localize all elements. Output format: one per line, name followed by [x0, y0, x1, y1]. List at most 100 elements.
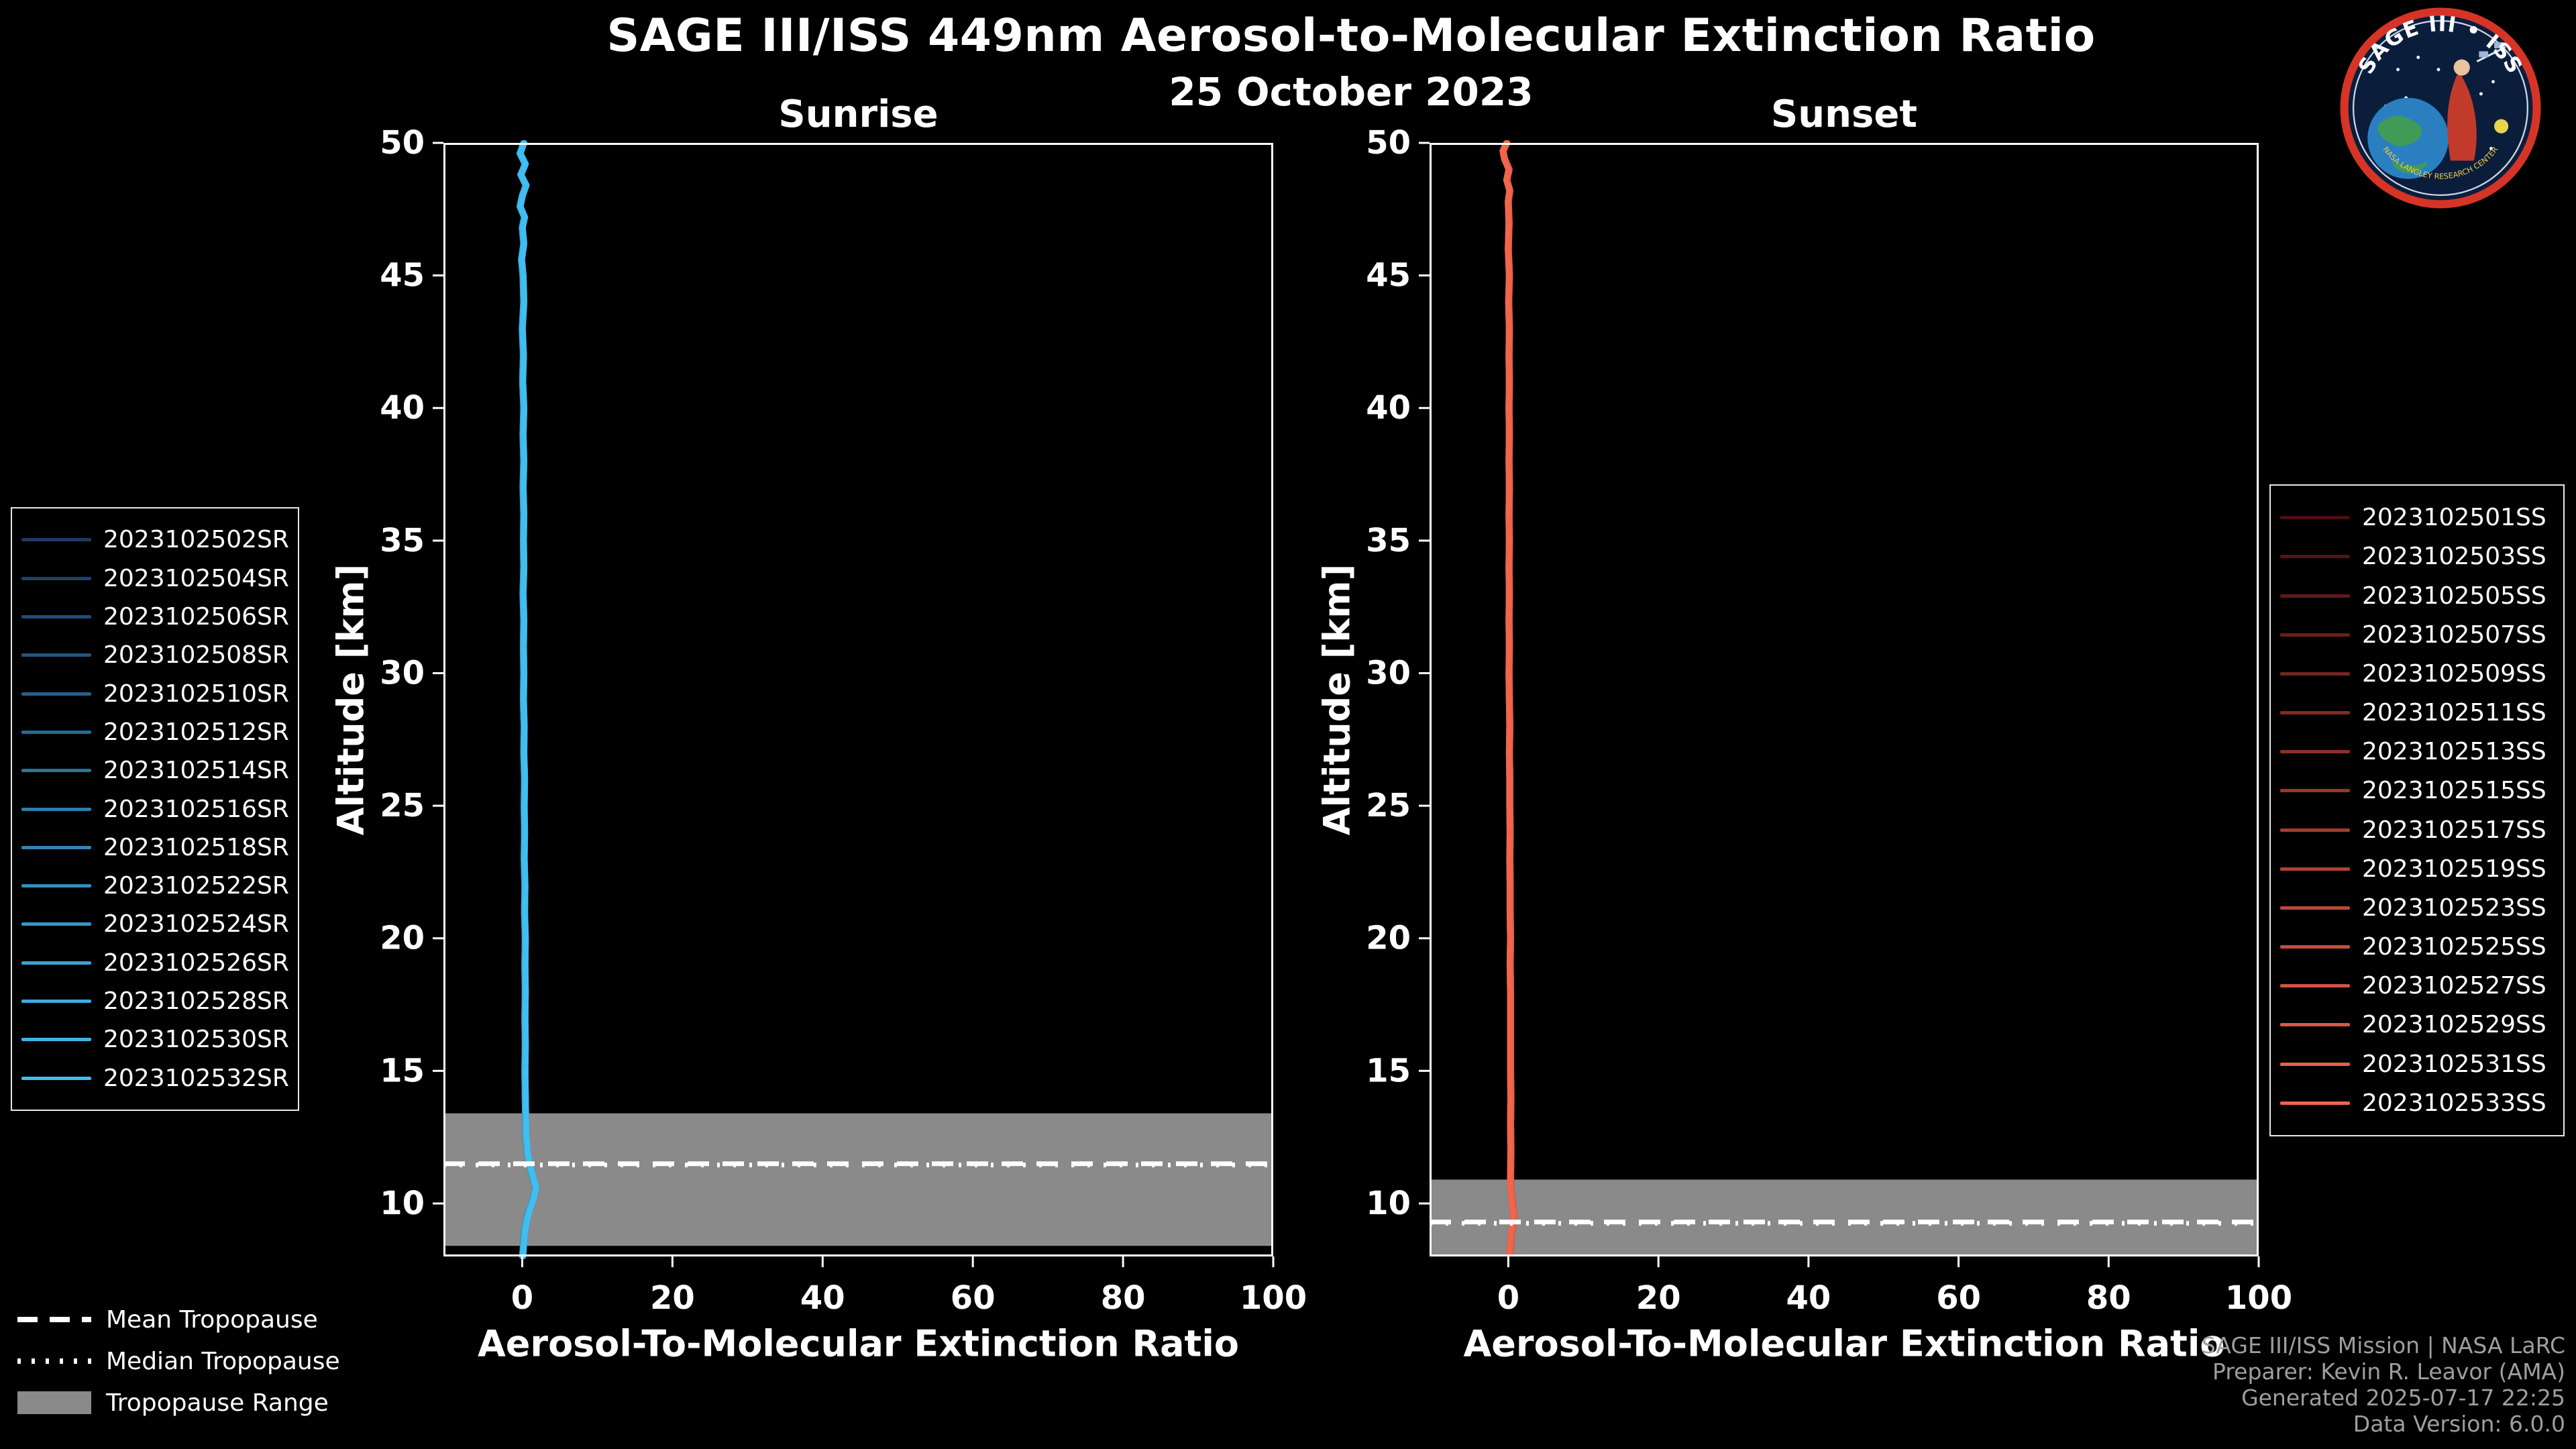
legend-item-label: 2023102525SS	[2362, 933, 2546, 961]
sunset-panel: 10 15 20 25 30 35 40 45 50 0 20 40 60 80 100Aerosol-To…	[1316, 93, 2293, 1365]
legend-line-sample	[2280, 1023, 2350, 1027]
x-tick-label: 100	[1240, 1279, 1307, 1317]
logo-moon	[2494, 119, 2509, 133]
legend-item-label: 2023102524SR	[103, 910, 289, 938]
x-tick-label: 40	[800, 1279, 845, 1317]
legend-item: 2023102508SR	[21, 641, 289, 669]
sunset-legend: 2023102501SS 2023102503SS 2023102505SS 2023…	[2269, 484, 2565, 1136]
legend-line-sample	[2280, 828, 2350, 832]
legend-item-label: 2023102513SS	[2362, 738, 2546, 766]
legend-line-sample	[21, 538, 91, 542]
legend-line-sample	[21, 576, 91, 580]
legend-item: 2023102517SS	[2280, 816, 2554, 844]
legend-item: 2023102523SS	[2280, 894, 2554, 922]
x-axis-label: Aerosol-To-Molecular Extinction Ratio	[478, 1323, 1239, 1365]
legend-item: 2023102526SR	[21, 949, 289, 977]
legend-line-sample	[2280, 1101, 2350, 1105]
legend-item-label: 2023102515SS	[2362, 777, 2546, 805]
y-tick-label: 25	[1366, 787, 1411, 824]
sunrise-panel: 10 15 20 25 30 35 40 45 50 0 20 40 60 80 100Aerosol-To…	[330, 93, 1307, 1365]
logo-figure	[2447, 71, 2477, 161]
legend-line-sample	[21, 653, 91, 657]
legend-item: 2023102510SR	[21, 680, 289, 708]
legend-item: 2023102511SS	[2280, 699, 2554, 727]
legend-item-label: 2023102510SR	[103, 680, 289, 708]
legend-item-label: 2023102504SR	[103, 564, 289, 592]
y-axis-label: Altitude [km]	[330, 564, 372, 836]
legend-item-label: 2023102529SS	[2362, 1011, 2546, 1039]
legend-item: 2023102516SR	[21, 795, 289, 823]
x-axis-label: Aerosol-To-Molecular Extinction Ratio	[1464, 1323, 2225, 1365]
profile-line-2023102533SS	[1499, 140, 1516, 1256]
legend-line-sample	[2280, 711, 2350, 715]
median-tropopause-label: Median Tropopause	[106, 1347, 340, 1375]
figure-title: SAGE III/ISS 449nm Aerosol-to-Molecular …	[606, 9, 2096, 62]
legend-item: 2023102533SS	[2280, 1089, 2554, 1117]
legend-line-sample	[2280, 594, 2350, 598]
y-tick-label: 10	[1366, 1185, 1411, 1222]
legend-item: 2023102519SS	[2280, 855, 2554, 883]
legend-line-sample	[2280, 789, 2350, 793]
y-tick-label: 50	[380, 124, 425, 162]
legend-item-label: 2023102518SR	[103, 833, 289, 861]
legend-line-sample	[21, 922, 91, 926]
legend-item-label: 2023102507SS	[2362, 621, 2546, 649]
legend-item: 2023102513SS	[2280, 738, 2554, 765]
dashed-line-icon	[17, 1317, 91, 1322]
legend-line-sample	[21, 692, 91, 696]
legend-item-label: 2023102509SS	[2362, 659, 2546, 688]
x-tick-label: 20	[650, 1279, 695, 1317]
y-tick-label: 30	[1366, 655, 1411, 692]
legend-line-sample	[2280, 672, 2350, 676]
median-tropopause-legend-item: Median Tropopause	[17, 1347, 340, 1375]
legend-line-sample	[21, 845, 91, 849]
dotted-line-icon	[17, 1358, 91, 1364]
y-tick-label: 30	[380, 655, 425, 692]
y-tick-label: 35	[380, 522, 425, 559]
gray-band-icon	[17, 1391, 91, 1414]
legend-item: 2023102531SS	[2280, 1051, 2554, 1078]
y-tick-label: 40	[1366, 389, 1411, 427]
tropopause-range-band	[443, 1113, 1273, 1246]
panel-frame	[1430, 143, 2259, 1256]
y-tick-label: 40	[380, 389, 425, 427]
legend-line-sample	[2280, 867, 2350, 871]
legend-item: 2023102506SR	[21, 602, 289, 631]
y-axis-label: Altitude [km]	[1316, 564, 1358, 836]
legend-line-sample	[2280, 516, 2350, 520]
legend-item: 2023102518SR	[21, 833, 289, 861]
mean-tropopause-legend-item: Mean Tropopause	[17, 1305, 340, 1334]
y-tick-label: 20	[1366, 920, 1411, 957]
legend-item-label: 2023102522SR	[103, 872, 289, 900]
legend-line-sample	[2280, 750, 2350, 754]
legend-line-sample	[21, 807, 91, 811]
legend-item: 2023102527SS	[2280, 972, 2554, 1000]
legend-item-label: 2023102506SR	[103, 602, 289, 631]
legend-item: 2023102522SR	[21, 872, 289, 900]
legend-item-label: 2023102501SS	[2362, 504, 2546, 532]
y-tick-label: 10	[380, 1185, 425, 1222]
figure-header: SAGE III/ISS 449nm Aerosol-to-Molecular …	[443, 9, 2259, 115]
sunrise-legend: 2023102502SR 2023102504SR 2023102506SR 2023…	[11, 507, 299, 1111]
x-tick-label: 60	[951, 1279, 996, 1317]
logo-earth-land-2	[2392, 160, 2428, 174]
legend-item-label: 2023102508SR	[103, 641, 289, 669]
credit-preparer: Preparer: Kevin R. Leavor (AMA)	[2212, 1358, 2565, 1385]
legend-item-label: 2023102523SS	[2362, 894, 2546, 922]
x-tick-label: 60	[1936, 1279, 1981, 1317]
legend-item: 2023102512SR	[21, 718, 289, 746]
legend-line-sample	[2280, 906, 2350, 910]
legend-item-label: 2023102516SR	[103, 795, 289, 823]
legend-line-sample	[21, 769, 91, 773]
legend-item-label: 2023102505SS	[2362, 582, 2546, 610]
tropopause-range-band	[1430, 1179, 2259, 1256]
legend-item-label: 2023102531SS	[2362, 1050, 2546, 1078]
legend-item: 2023102505SS	[2280, 582, 2554, 610]
y-tick-label: 15	[1366, 1052, 1411, 1089]
legend-item-label: 2023102526SR	[103, 949, 289, 977]
legend-line-sample	[2280, 984, 2350, 988]
legend-item: 2023102507SS	[2280, 621, 2554, 649]
legend-item-label: 2023102532SR	[103, 1064, 289, 1092]
tropopause-range-label: Tropopause Range	[106, 1389, 329, 1417]
